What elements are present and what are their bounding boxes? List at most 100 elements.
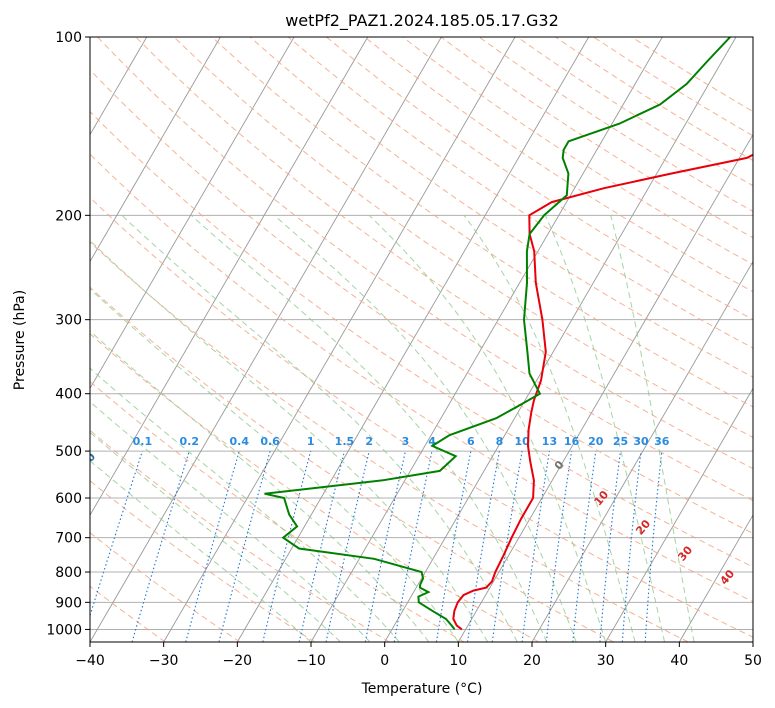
dry-adiabat-line — [211, 37, 753, 408]
mixing-ratio-label: 0.1 — [133, 435, 153, 448]
dry-adiabat-label: -10 — [75, 450, 98, 474]
mixing-ratio-line — [572, 451, 597, 642]
line-labels: 0.10.20.40.611.52346810131620253036-100-… — [75, 435, 737, 587]
x-tick-label: −40 — [75, 653, 105, 669]
chart-title: wetPf2_PAZ1.2024.185.05.17.G32 — [285, 11, 559, 31]
dry-adiabat-line — [90, 241, 689, 642]
y-tick-label: 700 — [55, 531, 82, 547]
mixing-ratio-lines — [90, 450, 663, 642]
y-tick-label: 600 — [55, 491, 82, 507]
moist-adiabat-line — [463, 215, 636, 642]
mixing-ratio-label: 1 — [307, 435, 315, 448]
mixing-ratio-label: 0.6 — [260, 435, 280, 448]
mixing-ratio-label: 25 — [613, 435, 628, 448]
mixing-ratio-line — [466, 451, 500, 642]
isotherm-line — [457, 133, 753, 642]
dry-adiabat-line — [90, 532, 241, 642]
mixing-ratio-line — [491, 451, 523, 642]
sounding-profiles — [264, 37, 753, 631]
isotherm-line — [0, 37, 73, 642]
x-tick-label: −20 — [223, 653, 253, 669]
isotherm-lines — [0, 37, 753, 642]
moist-adiabat-label: 0 — [552, 458, 567, 472]
moist-adiabat-label: 20 — [633, 517, 653, 537]
pressure-grid — [90, 37, 753, 630]
dry-adiabat-line — [402, 37, 753, 266]
x-tick-label: 20 — [523, 653, 541, 669]
mixing-ratio-label: 36 — [654, 435, 670, 448]
mixing-ratio-line — [644, 451, 663, 642]
mixing-ratio-line — [545, 451, 573, 642]
plot-frame — [89, 36, 754, 643]
dry-adiabat-line — [90, 286, 614, 642]
mixing-ratio-label: 4 — [428, 435, 436, 448]
mixing-ratio-label: 30 — [633, 435, 649, 448]
moist-adiabat-label: 40 — [717, 567, 737, 587]
mixing-ratio-line — [298, 450, 345, 642]
isotherm-line — [90, 37, 442, 642]
y-tick-label: 900 — [55, 595, 82, 611]
dry-adiabat-line — [90, 380, 465, 642]
moist-adiabat-label: 10 — [591, 488, 611, 508]
y-tick-label: 100 — [55, 30, 82, 46]
plot-area: 0.10.20.40.611.52346810131620253036-100-… — [0, 37, 753, 642]
mixing-ratio-label: 6 — [467, 435, 475, 448]
dry-adiabat-line — [555, 37, 753, 162]
moist-adiabat-lines — [90, 214, 695, 642]
moist-adiabat-line — [90, 288, 459, 642]
moist-adiabat-line — [90, 240, 489, 642]
dry-adiabat-line — [249, 37, 753, 378]
mixing-ratio-label: 10 — [514, 435, 530, 448]
moist-adiabat-line — [544, 215, 666, 642]
mixing-ratio-label: 3 — [402, 435, 410, 448]
isotherm-line — [90, 37, 221, 263]
x-tick-label: −10 — [296, 653, 326, 669]
mixing-ratio-line — [599, 451, 622, 642]
moist-adiabat-line — [90, 367, 400, 642]
x-tick-label: 10 — [449, 653, 467, 669]
mixing-ratio-label: 0.4 — [229, 435, 249, 448]
dry-adiabat-line — [90, 69, 753, 534]
x-tick-label: 30 — [597, 653, 615, 669]
moist-adiabat-line — [273, 214, 577, 642]
isotherm-line — [678, 514, 753, 642]
moist-adiabat-line — [90, 401, 371, 642]
moist-adiabat-line — [368, 214, 607, 642]
dry-adiabat-line — [326, 37, 753, 321]
isotherm-line — [90, 37, 295, 390]
isotherm-line — [752, 641, 753, 642]
x-tick-label: −30 — [149, 653, 179, 669]
temperature-profile — [452, 153, 753, 631]
dry-adiabat-line — [287, 37, 753, 349]
mixing-ratio-label: 8 — [496, 435, 504, 448]
y-axis: 100 200 300 400 500 600 700 800 900 1000 — [46, 30, 90, 638]
y-tick-label: 200 — [55, 208, 82, 224]
isotherm-line — [384, 37, 737, 642]
y-tick-label: 1000 — [46, 622, 82, 638]
dry-adiabat-line — [90, 429, 390, 642]
dry-adiabat-lines — [90, 37, 753, 642]
dry-adiabat-line — [90, 153, 753, 603]
isotherm-line — [531, 260, 753, 642]
mixing-ratio-line — [325, 450, 370, 642]
mixing-ratio-line — [262, 450, 312, 642]
dry-adiabat-line — [90, 110, 753, 568]
isotherm-line — [236, 37, 590, 642]
mixing-ratio-label: 1.5 — [335, 435, 355, 448]
mixing-ratio-line — [90, 450, 143, 618]
isotherm-line — [605, 387, 753, 642]
x-tick-label: 0 — [380, 653, 389, 669]
x-tick-label: 40 — [670, 653, 688, 669]
mixing-ratio-label: 20 — [588, 435, 604, 448]
dewpoint-profile — [264, 37, 731, 631]
mixing-ratio-line — [185, 450, 240, 642]
dry-adiabat-line — [90, 196, 753, 638]
isotherm-line — [90, 37, 369, 517]
mixing-ratio-line — [131, 450, 190, 642]
mixing-ratio-line — [521, 451, 551, 642]
y-tick-label: 800 — [55, 565, 82, 581]
dry-adiabat-line — [90, 480, 315, 642]
moist-adiabat-line — [90, 330, 430, 642]
dry-adiabat-line — [97, 37, 753, 502]
